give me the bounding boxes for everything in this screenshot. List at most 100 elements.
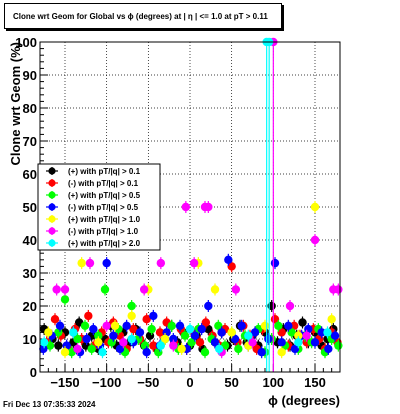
data-point — [334, 285, 343, 294]
data-point — [149, 311, 158, 321]
data-point — [201, 318, 211, 327]
legend-label: (-) with pT/|q| > 1.0 — [68, 227, 139, 236]
data-point — [84, 311, 93, 321]
data-point — [94, 331, 103, 340]
data-point — [142, 348, 151, 357]
data-point — [270, 258, 280, 268]
data-point — [175, 321, 185, 330]
legend-marker — [48, 179, 56, 187]
legend-marker — [48, 227, 56, 235]
data-point — [214, 344, 224, 354]
data-point — [180, 331, 190, 340]
legend-label: (+) with pT/|q| > 2.0 — [68, 239, 141, 248]
data-point — [156, 258, 166, 268]
data-point — [187, 338, 196, 347]
data-point — [115, 344, 125, 354]
data-point — [109, 331, 118, 340]
x-axis-label: ϕ (degrees) — [268, 393, 340, 408]
data-point — [294, 331, 303, 340]
data-point — [227, 328, 236, 337]
data-point — [327, 315, 336, 324]
x-tick-label: −100 — [92, 375, 121, 390]
data-point — [195, 338, 205, 347]
data-point — [156, 341, 166, 350]
data-point — [334, 341, 343, 350]
data-point — [169, 341, 178, 350]
data-point — [160, 334, 170, 344]
data-point — [204, 202, 213, 212]
x-tick-label: −150 — [50, 375, 79, 390]
timestamp-footer: Fri Dec 13 07:35:33 2024 — [3, 400, 96, 409]
data-point — [82, 334, 91, 344]
legend-marker — [48, 203, 56, 211]
data-point — [204, 301, 213, 311]
data-point — [310, 202, 320, 212]
data-point — [127, 301, 136, 311]
data-point — [310, 338, 320, 347]
data-point — [169, 334, 178, 344]
data-point — [127, 311, 136, 321]
y-tick-label: 60 — [23, 167, 37, 182]
data-point — [324, 344, 333, 354]
data-point — [264, 334, 273, 344]
data-point — [298, 318, 307, 327]
data-point — [102, 321, 111, 330]
chart-title: Clone wrt Geom for Global vs ϕ (degrees)… — [4, 3, 282, 29]
x-tick-label: 100 — [262, 375, 284, 390]
data-point — [102, 258, 111, 268]
data-point — [110, 321, 120, 330]
data-point — [317, 328, 326, 337]
legend-marker — [48, 191, 56, 199]
y-axis-label: Clone wrt Geom (%) — [8, 42, 23, 166]
data-point — [274, 321, 283, 330]
data-point — [294, 338, 303, 347]
data-point — [73, 344, 82, 354]
data-point — [129, 324, 138, 334]
data-point — [277, 338, 286, 347]
data-point — [181, 202, 191, 212]
data-point — [290, 344, 300, 354]
data-point — [185, 324, 195, 334]
data-point — [234, 344, 243, 354]
data-point — [217, 328, 226, 337]
data-point — [310, 235, 320, 245]
data-point — [230, 334, 240, 344]
data-point — [224, 255, 233, 264]
legend-marker — [48, 215, 56, 223]
legend-label: (-) with pT/|q| > 0.1 — [68, 179, 139, 188]
data-point — [250, 328, 260, 337]
data-point — [214, 321, 223, 330]
y-tick-label: 90 — [23, 68, 37, 83]
data-point — [100, 285, 110, 294]
y-tick-label: 70 — [23, 134, 37, 149]
data-point — [80, 321, 90, 330]
data-point — [244, 331, 253, 340]
data-point — [231, 285, 241, 294]
x-tick-label: 50 — [224, 375, 238, 390]
legend-label: (+) with pT/|q| > 1.0 — [68, 215, 141, 224]
legend-box — [37, 163, 161, 251]
data-point — [167, 321, 176, 330]
legend-marker — [48, 167, 56, 175]
x-tick-label: −50 — [137, 375, 159, 390]
data-point — [190, 331, 200, 340]
data-point — [50, 315, 60, 324]
data-point — [60, 295, 70, 304]
data-point — [210, 338, 220, 347]
y-tick-label: 10 — [23, 332, 37, 347]
data-point — [149, 341, 158, 350]
data-point — [147, 324, 156, 334]
x-tick-label: 150 — [304, 375, 326, 390]
data-point — [39, 344, 48, 354]
legend-label: (+) with pT/|q| > 0.1 — [68, 167, 141, 176]
y-tick-label: 100 — [15, 35, 37, 50]
data-point — [55, 321, 65, 330]
legend-marker — [48, 239, 56, 247]
data-point — [87, 344, 96, 354]
data-point — [284, 321, 293, 330]
data-point — [44, 328, 53, 337]
legend-label: (+) with pT/|q| > 0.5 — [68, 191, 141, 200]
data-point — [155, 328, 165, 337]
data-point — [122, 321, 131, 330]
